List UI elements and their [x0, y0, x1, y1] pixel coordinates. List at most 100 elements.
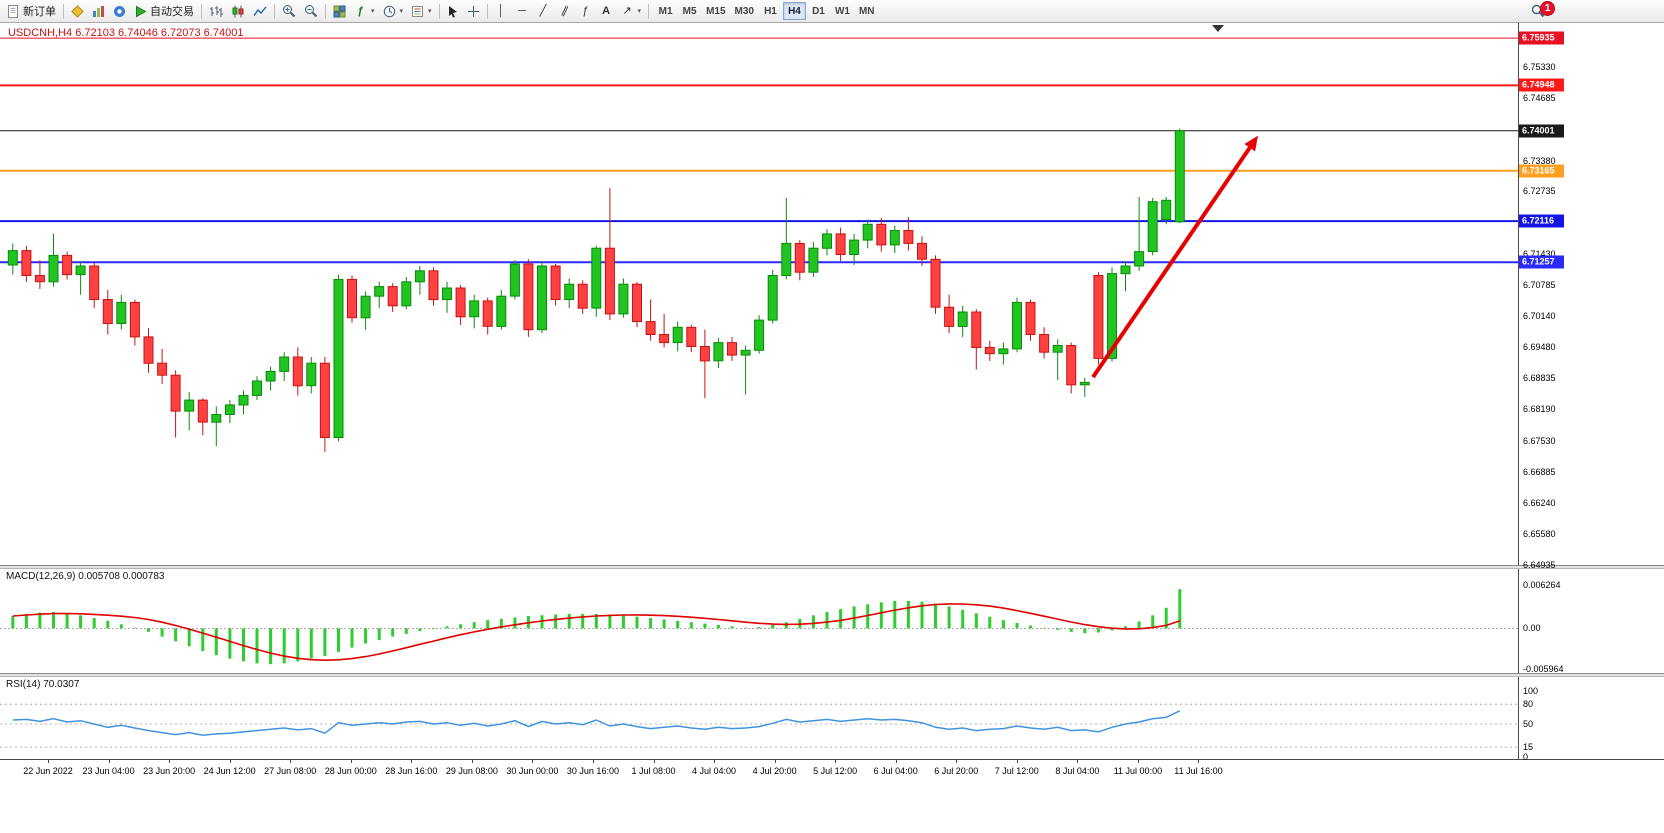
time-label: 22 Jun 2022: [23, 766, 73, 776]
axis-tick: 6.71430: [1523, 249, 1556, 259]
chart-canvas[interactable]: [0, 23, 1664, 833]
axis-tick: 6.70785: [1523, 279, 1556, 290]
help-button[interactable]: [109, 1, 130, 21]
help-icon: [114, 5, 125, 17]
time-label: 7 Jul 12:00: [994, 766, 1039, 776]
indicators-icon: ƒ: [357, 4, 364, 17]
axis-tick: 6.64935: [1523, 560, 1556, 571]
bar-chart-mode-button[interactable]: [205, 1, 227, 21]
time-label: 11 Jul 16:00: [1174, 766, 1223, 776]
bar-chart-mode-icon: [210, 5, 223, 17]
crosshair-button[interactable]: [463, 1, 484, 21]
time-tick: [471, 760, 473, 763]
price-level-tag: 6.75935: [1519, 31, 1564, 45]
time-tick: [411, 760, 413, 763]
arrows-tool-button[interactable]: ↗ ▾: [617, 1, 646, 21]
time-tick: [895, 760, 897, 763]
channel-icon: ∥: [559, 3, 570, 18]
panel-splitter-macd[interactable]: [0, 565, 1664, 569]
timeframe-button-m5[interactable]: M5: [678, 2, 701, 20]
time-label: 11 Jul 00:00: [1113, 766, 1163, 776]
templates-button[interactable]: ▾: [407, 1, 436, 21]
channel-button[interactable]: ∥: [554, 1, 575, 21]
time-tick: [290, 760, 292, 763]
fibonacci-button[interactable]: ƒ: [575, 1, 596, 21]
timeframe-button-d1[interactable]: D1: [807, 2, 830, 20]
time-label: 28 Jun 16:00: [385, 766, 438, 776]
cursor-icon: [448, 5, 457, 17]
macd-label: MACD(12,26,9) 0.005708 0.000783: [6, 571, 165, 582]
time-label: 30 Jun 00:00: [506, 766, 559, 776]
chevron-down-icon: ▾: [637, 8, 642, 15]
charts-icon: [93, 5, 104, 17]
time-axis[interactable]: 22 Jun 2022 23 Jun 04:00 23 Jun 20:00 24 Ju…: [0, 759, 1664, 783]
price-axis-line: [1518, 23, 1519, 759]
toolbar-separator: [63, 3, 64, 19]
timeframe-button-w1[interactable]: W1: [831, 2, 854, 20]
toolbar-separator: [201, 3, 202, 19]
candlestick-mode-button[interactable]: [227, 1, 249, 21]
toolbar-separator: [325, 3, 326, 19]
time-tick: [1016, 760, 1018, 763]
charts-button[interactable]: [88, 1, 109, 21]
chevron-down-icon: ▾: [399, 8, 404, 15]
community-icon: [71, 4, 84, 18]
line-chart-mode-button[interactable]: [249, 1, 271, 21]
axis-tick: 6.70140: [1523, 310, 1556, 321]
zoom-out-icon: [305, 5, 318, 18]
time-tick: [1198, 760, 1200, 763]
timeframe-button-m30[interactable]: M30: [731, 2, 758, 20]
axis-tick: 100: [1523, 686, 1539, 696]
zoom-out-button[interactable]: [300, 1, 322, 21]
crosshair-icon: [467, 5, 479, 17]
time-tick: [229, 760, 231, 763]
horizontal-line-button[interactable]: ─: [512, 1, 533, 21]
templates-icon: [412, 5, 424, 17]
timeframe-button-m15[interactable]: M15: [702, 2, 729, 20]
indicators-button[interactable]: ƒ ▾: [350, 1, 379, 21]
rsi-label: RSI(14) 70.0307: [6, 679, 80, 690]
vertical-line-button[interactable]: │: [491, 1, 512, 21]
trendline-icon: ╱: [539, 4, 547, 17]
axis-tick: 6.68190: [1523, 404, 1556, 415]
cursor-button[interactable]: [443, 1, 463, 21]
zoom-in-button[interactable]: [278, 1, 300, 21]
chevron-down-icon: ▾: [371, 8, 375, 15]
toolbar-separator: [438, 3, 440, 19]
timeframe-group: M1 M5 M15 M30 H1 H4 D1 W1 MN: [654, 2, 878, 20]
price-level-tag: 6.72116: [1519, 214, 1564, 228]
time-tick: [48, 760, 49, 763]
tile-windows-icon: [333, 5, 346, 17]
time-label: 27 Jun 08:00: [264, 766, 317, 776]
price-level-tag: 6.74948: [1519, 78, 1564, 92]
timeframe-button-h4[interactable]: H4: [782, 2, 806, 20]
toolbar-separator: [486, 3, 488, 19]
tile-windows-button[interactable]: [329, 1, 350, 21]
time-tick: [532, 760, 534, 763]
chart-area[interactable]: USDCNH,H4 6.72103 6.74046 6.72073 6.7400…: [0, 23, 1664, 833]
new-order-button[interactable]: 新订单: [3, 1, 60, 21]
axis-tick: 50: [1523, 719, 1534, 729]
notification-badge[interactable]: 1: [1540, 1, 1555, 16]
axis-tick: 6.65580: [1523, 529, 1556, 540]
timeframe-button-h1[interactable]: H1: [759, 2, 782, 20]
timeframe-button-mn[interactable]: MN: [855, 2, 879, 20]
line-chart-mode-icon: [253, 6, 267, 16]
autotrading-button[interactable]: 自动交易: [130, 1, 198, 21]
trendline-button[interactable]: ╱: [533, 1, 554, 21]
community-button[interactable]: [67, 1, 88, 21]
time-tick: [108, 760, 110, 763]
axis-tick: 6.68835: [1523, 373, 1556, 384]
axis-tick: 6.67530: [1523, 435, 1556, 446]
axis-tick: 6.73380: [1523, 155, 1556, 166]
time-label: 4 Jul 04:00: [692, 766, 737, 776]
panel-splitter-rsi[interactable]: [0, 673, 1664, 677]
axis-tick: 6.75330: [1523, 62, 1556, 73]
text-tool-icon: A: [602, 4, 611, 17]
time-tick: [774, 760, 776, 763]
periods-button[interactable]: ▾: [379, 1, 408, 21]
text-tool-button[interactable]: A: [596, 1, 617, 21]
axis-tick: 6.72735: [1523, 186, 1556, 197]
timeframe-button-m1[interactable]: M1: [654, 2, 677, 20]
